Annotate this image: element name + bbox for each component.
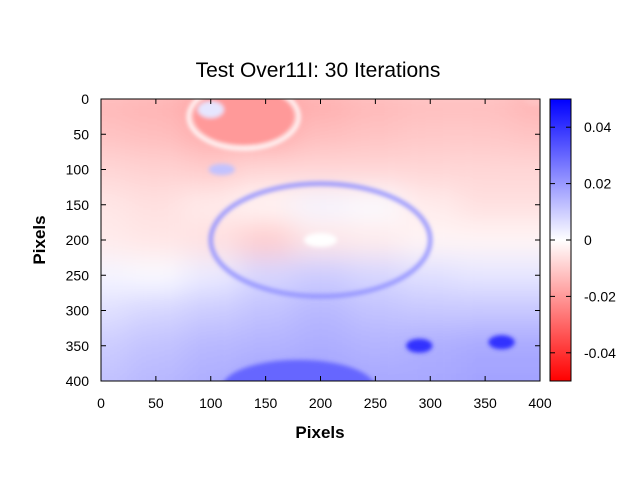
heatmap-cell: [238, 151, 294, 188]
heatmap-cell: [457, 257, 513, 293]
heatmap-cell: [457, 151, 513, 188]
colorbar-tick-label: -0.02: [584, 288, 616, 304]
heatmap-cell: [347, 222, 403, 258]
x-tick-label: 100: [199, 395, 223, 411]
heatmap-cell: [402, 99, 458, 117]
heatmap-cell: [293, 292, 348, 329]
heatmap-cell: [402, 363, 458, 381]
heatmap-blob: [304, 232, 337, 248]
x-tick-label: 150: [254, 395, 278, 411]
heatmap-cell: [293, 328, 348, 364]
colorbar-tick-label: 0.02: [584, 176, 611, 192]
heatmap-cell: [238, 328, 294, 364]
heatmap-cell: [293, 99, 348, 117]
x-axis-label: Pixels: [295, 423, 344, 442]
y-tick-label: 200: [66, 232, 90, 248]
heatmap-cell: [238, 292, 294, 329]
heatmap-ring: [186, 99, 301, 151]
heatmap-blob: [224, 359, 373, 381]
heatmap-cell: [183, 257, 239, 293]
heatmap-cell: [183, 187, 239, 223]
heatmap-cell: [347, 151, 403, 188]
heatmap-cell: [128, 328, 184, 364]
heatmap-cell: [457, 99, 513, 117]
y-tick-label: 400: [66, 373, 90, 389]
heatmap-cell: [347, 328, 403, 364]
heatmap-cell: [402, 257, 458, 293]
heatmap-cell: [402, 151, 458, 188]
heatmap-cell: [347, 292, 403, 329]
y-tick-label: 50: [73, 126, 89, 142]
heatmap-cell: [128, 116, 184, 152]
heatmap-blob: [406, 338, 433, 353]
colorbar-tick-label: 0.04: [584, 119, 611, 135]
y-tick-label: 150: [66, 197, 90, 213]
heatmap-cell: [402, 187, 458, 223]
chart-title: Test Over11I: 30 Iterations: [196, 59, 441, 82]
colorbar-tick-label: -0.04: [584, 345, 616, 361]
x-tick-label: 50: [148, 395, 164, 411]
heatmap-cell: [128, 292, 184, 329]
y-tick-label: 300: [66, 303, 90, 319]
heatmap-cell: [128, 187, 184, 223]
heatmap-cell: [293, 116, 348, 152]
y-tick-label: 100: [66, 162, 90, 178]
heatmap-cell: [457, 222, 513, 258]
x-tick-label: 300: [419, 395, 443, 411]
heatmap-cell: [183, 328, 239, 364]
heatmap-cell: [101, 99, 129, 117]
heatmap-blob: [208, 163, 235, 176]
heatmap-cell: [347, 116, 403, 152]
colorbar-tick-label: 0: [584, 232, 592, 248]
y-tick-label: 350: [66, 338, 90, 354]
heatmap-cell: [457, 187, 513, 223]
heatmap-cell: [128, 257, 184, 293]
heatmap-area: [101, 99, 540, 381]
heatmap-cell: [402, 116, 458, 152]
heatmap-cell: [238, 222, 294, 258]
heatmap-cell: [457, 116, 513, 152]
x-tick-label: 350: [473, 395, 497, 411]
heatmap-blob: [523, 99, 540, 107]
heatmap-ring: [208, 181, 433, 299]
heatmap-cell: [183, 363, 239, 381]
x-tick-label: 400: [528, 395, 552, 411]
heatmap-blob: [197, 101, 224, 119]
heatmap-cell: [293, 257, 348, 293]
heatmap-blob: [488, 335, 515, 350]
heatmap-cell: [457, 363, 513, 381]
heatmap-cell: [293, 151, 348, 188]
y-tick-label: 0: [81, 91, 89, 107]
y-axis-label: Pixels: [30, 215, 49, 264]
heatmap-cell: [128, 222, 184, 258]
heatmap-cell: [128, 99, 184, 117]
x-tick-label: 250: [364, 395, 388, 411]
heatmap-cell: [457, 292, 513, 329]
heatmap-cell: [402, 292, 458, 329]
heatmap-cell: [128, 363, 184, 381]
x-tick-label: 200: [309, 395, 333, 411]
heatmap-cell: [101, 363, 129, 381]
heatmap-cell: [347, 99, 403, 117]
heatmap-cell: [512, 363, 540, 381]
x-tick-label: 0: [97, 395, 105, 411]
heatmap-cell: [183, 292, 239, 329]
heatmap-cell: [128, 151, 184, 188]
heatmap-cell: [293, 187, 348, 223]
y-tick-label: 250: [66, 267, 90, 283]
